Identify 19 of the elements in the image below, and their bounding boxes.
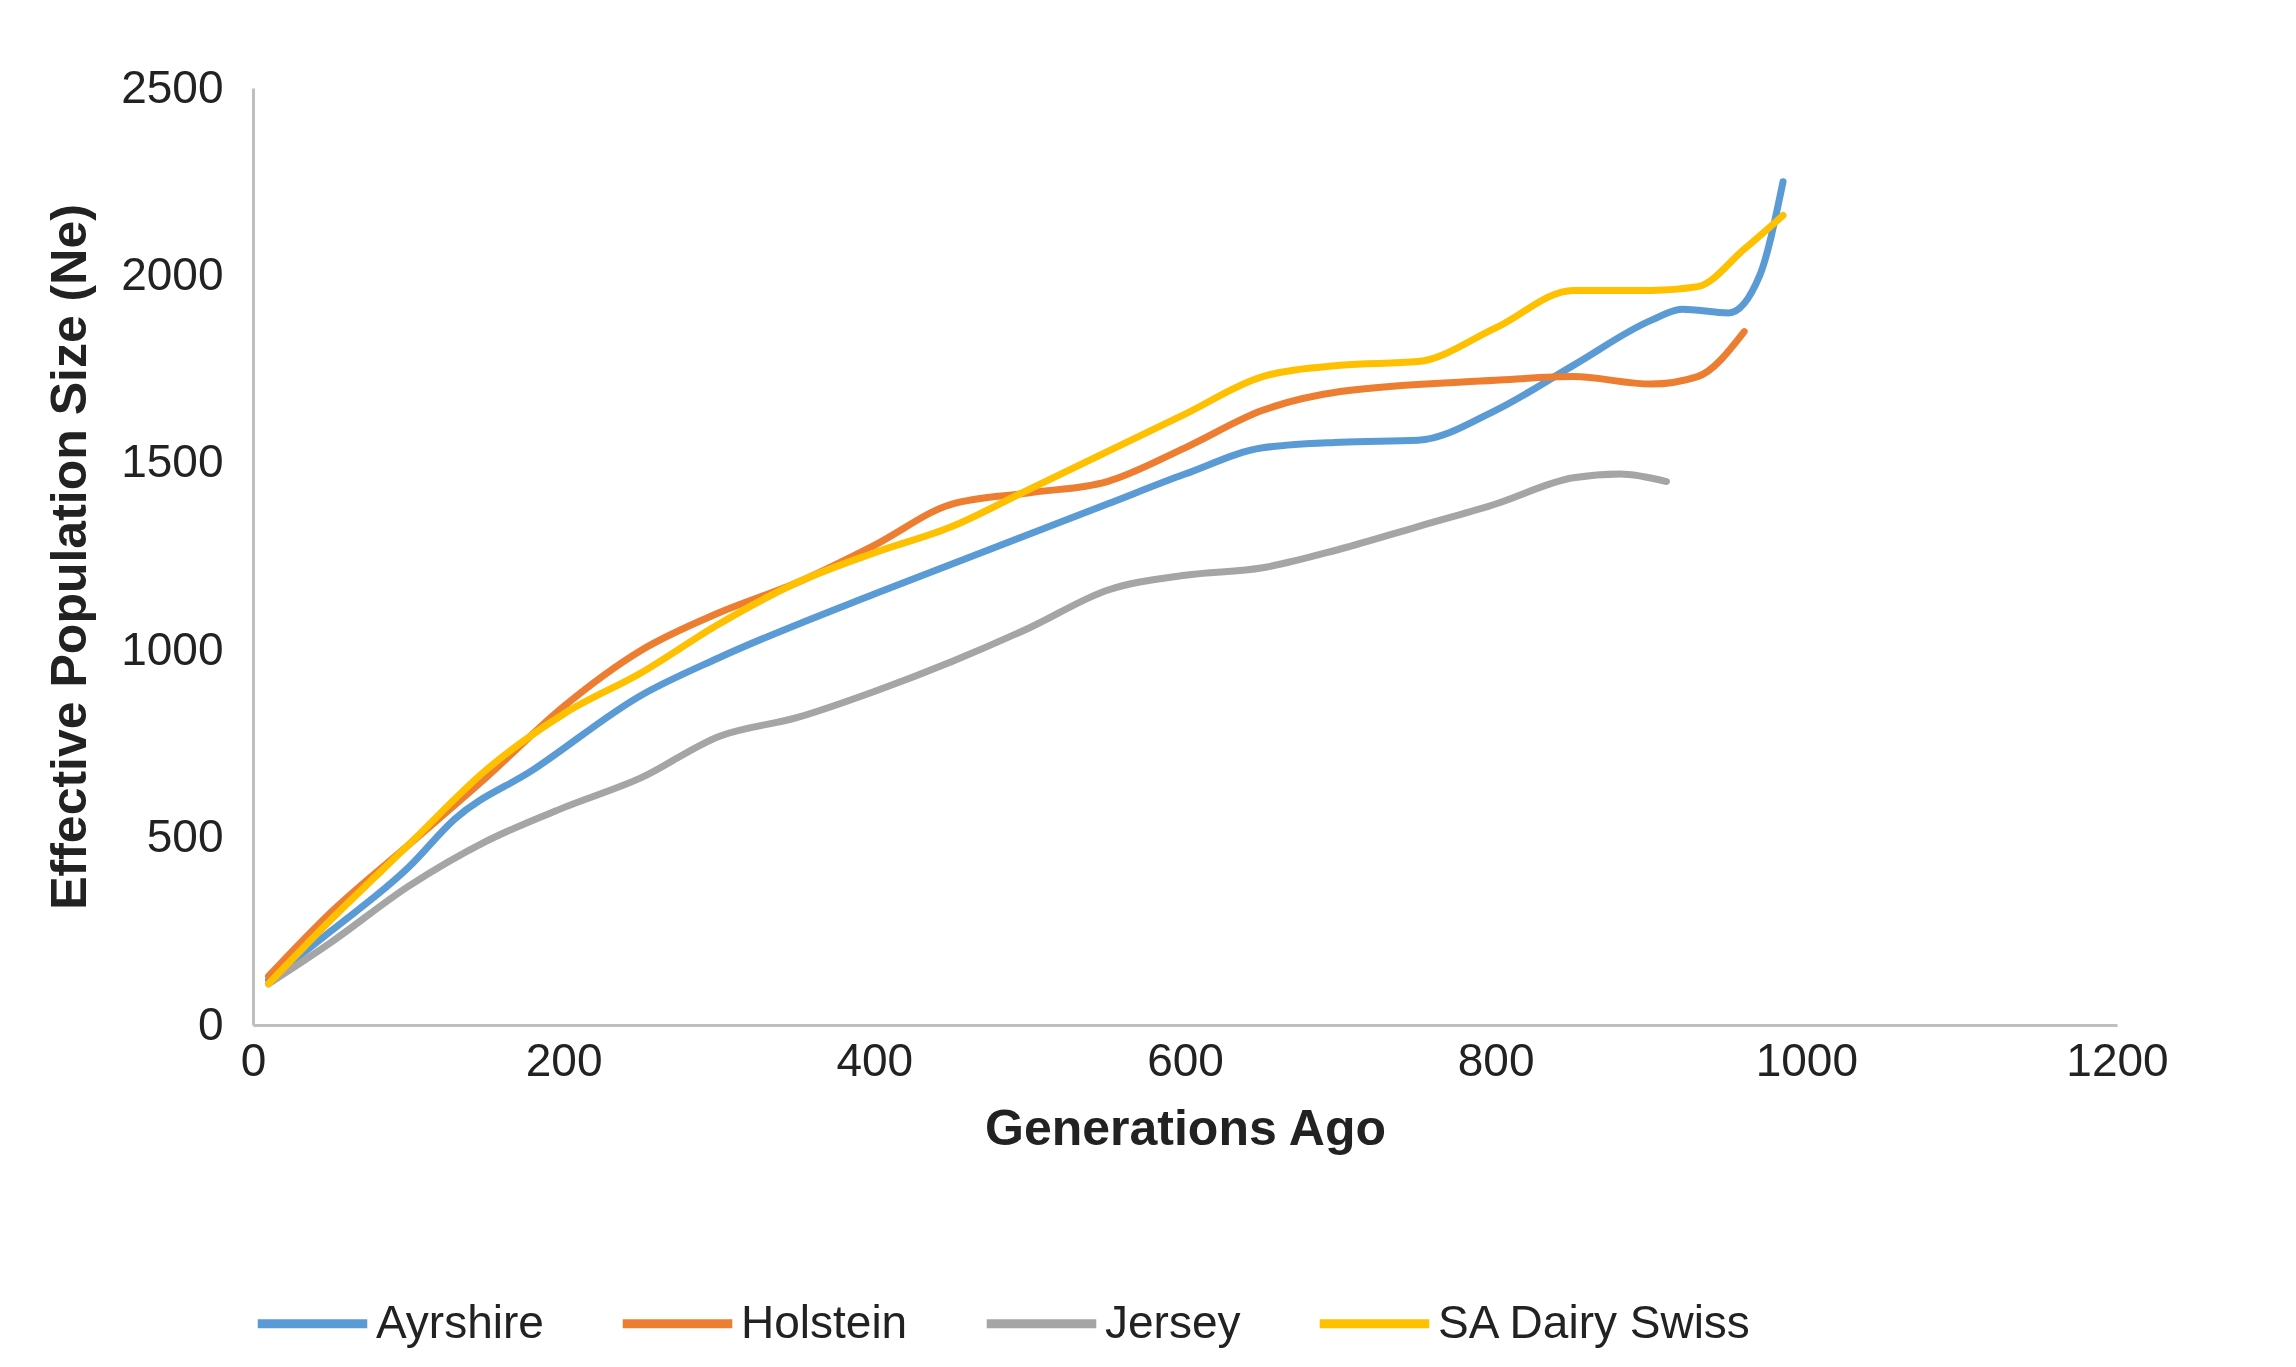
x-tick-label: 1000 [1755,1033,1859,1086]
x-tick-label: 600 [1147,1033,1224,1086]
y-axis-title: Effective Population Size (Ne) [41,204,98,910]
y-tick-label: 2000 [121,247,224,300]
legend-label: SA Dairy Swiss [1438,1295,1750,1348]
x-tick-label: 200 [525,1033,603,1086]
y-tick-label: 2500 [121,60,224,113]
y-tick-label: 1000 [121,622,224,675]
y-tick-label: 0 [197,997,224,1050]
x-axis-title: Generations Ago [985,1099,1386,1156]
x-tick-label: 0 [240,1033,267,1086]
legend-label: Holstein [741,1295,908,1348]
legend-label: Jersey [1105,1295,1241,1348]
x-tick-label: 400 [836,1033,914,1086]
y-tick-label: 500 [146,810,224,863]
legend-label: Ayrshire [376,1295,544,1348]
x-tick-label: 1200 [2066,1033,2169,1086]
x-tick-label: 800 [1457,1033,1535,1086]
y-tick-label: 1500 [121,435,224,488]
